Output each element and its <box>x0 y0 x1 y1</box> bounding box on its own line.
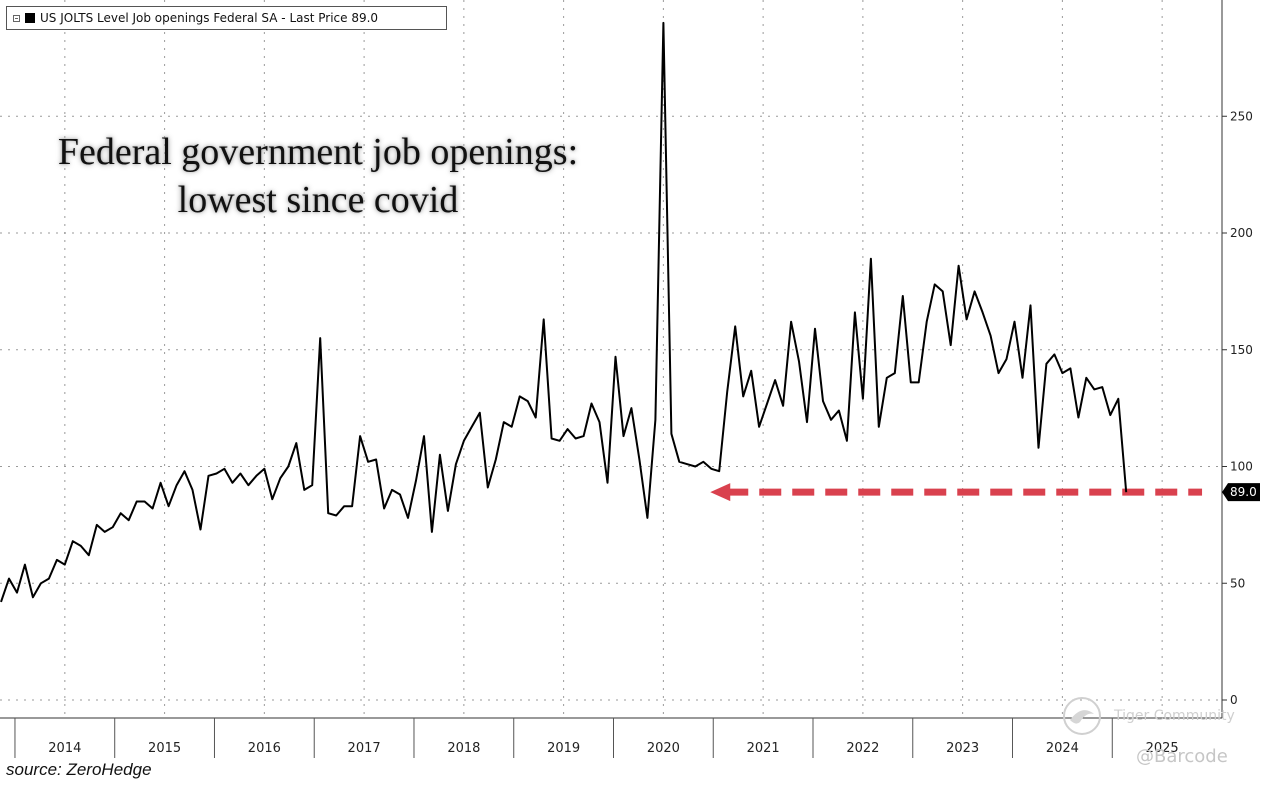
tiger-logo-icon <box>1063 697 1101 735</box>
y-tick-label-4: 200 <box>1230 226 1253 240</box>
watermark-handle: @Barcode <box>1136 746 1228 767</box>
watermark: Tiger Community @Barcode <box>1058 694 1258 774</box>
legend-collapse-icon[interactable] <box>13 14 20 22</box>
y-tick-label-2: 100 <box>1230 460 1253 474</box>
legend: US JOLTS Level Job openings Federal SA -… <box>6 6 447 30</box>
chart-annotation: Federal government job openings: lowest … <box>57 131 579 221</box>
x-tick-label-6: 2020 <box>647 741 680 756</box>
y-tick-label-1: 50 <box>1230 576 1245 590</box>
x-tick-label-2: 2016 <box>248 741 281 756</box>
x-tick-label-5: 2019 <box>547 741 580 756</box>
last-value-tag-shape <box>1222 483 1260 502</box>
y-tick-label-0: 0 <box>1230 693 1238 707</box>
grid <box>0 0 1222 718</box>
reference-arrowhead <box>710 483 731 502</box>
last-value-tag: 89.0 <box>1222 483 1260 502</box>
x-tick-label-1: 2015 <box>148 741 181 756</box>
x-tick-label-4: 2018 <box>447 741 480 756</box>
x-tick-label-11: 2025 <box>1146 741 1179 756</box>
x-ticks: 2014 2015 2016 2017 2018 2019 2020 2021 2022 2023… <box>14 718 1179 758</box>
source-label: source: ZeroHedge <box>6 760 152 779</box>
y-tick-label-5: 250 <box>1230 109 1253 123</box>
watermark-community: Tiger Community <box>1114 708 1235 724</box>
legend-label: US JOLTS Level Job openings Federal SA -… <box>40 11 379 25</box>
x-tick-label-9: 2023 <box>946 741 979 756</box>
x-tick-label-7: 2021 <box>747 741 780 756</box>
x-tick-label-10: 2024 <box>1046 741 1079 756</box>
x-tick-label-8: 2022 <box>846 741 879 756</box>
series-line <box>0 21 1128 603</box>
axes <box>0 0 1223 719</box>
last-value-label: 89.0 <box>1230 485 1257 499</box>
y-tick-label-3: 150 <box>1230 343 1253 357</box>
y-ticks: 0 50 100 150 200 250 <box>1222 109 1253 707</box>
x-tick-label-3: 2017 <box>348 741 381 756</box>
legend-swatch <box>25 13 35 23</box>
x-tick-label-0: 2014 <box>48 741 81 756</box>
